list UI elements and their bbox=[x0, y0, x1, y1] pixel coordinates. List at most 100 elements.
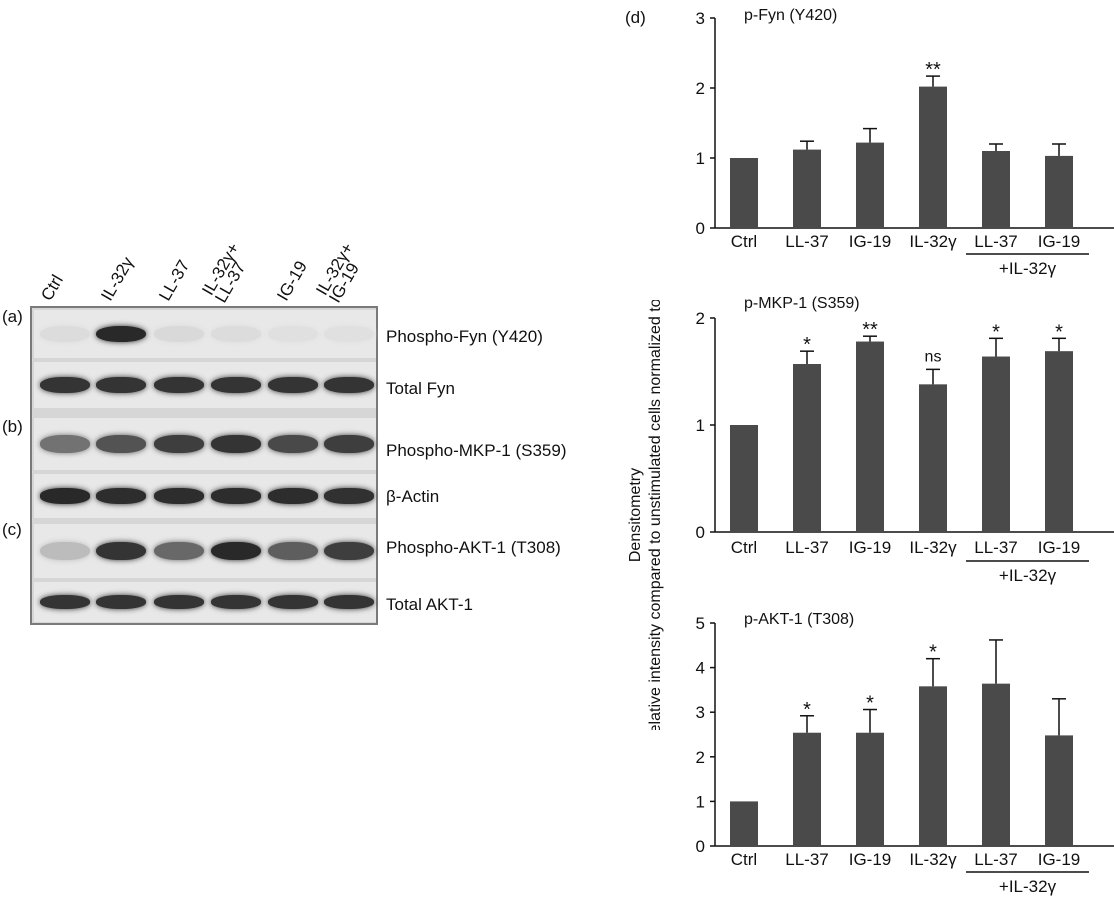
x-tick-label: LL-37 bbox=[974, 538, 1017, 557]
bar bbox=[982, 151, 1010, 228]
x-tick-label: IG-19 bbox=[849, 850, 892, 869]
blot-band bbox=[324, 488, 374, 504]
y-tick-label: 5 bbox=[696, 614, 705, 633]
x-tick-label: IL-32γ bbox=[909, 850, 957, 869]
chart-title: p-MKP-1 (S359) bbox=[744, 295, 860, 312]
x-tick-label: IL-32γ bbox=[909, 538, 957, 557]
x-tick-label: LL-37 bbox=[785, 232, 828, 251]
blot-label-beta-actin: β-Actin bbox=[386, 487, 440, 506]
x-tick-label: IG-19 bbox=[849, 232, 892, 251]
chart-title: p-Fyn (Y420) bbox=[744, 7, 837, 24]
chart-title: p-AKT-1 (T308) bbox=[744, 611, 854, 628]
y-tick-label: 0 bbox=[696, 523, 705, 542]
significance-label: ** bbox=[862, 319, 878, 341]
x-tick-label: Ctrl bbox=[731, 850, 757, 869]
blot-band bbox=[154, 488, 204, 504]
bar bbox=[856, 732, 884, 846]
blot-band bbox=[324, 434, 374, 454]
x-tick-label: LL-37 bbox=[974, 850, 1017, 869]
lane-label: Ctrl bbox=[37, 271, 67, 304]
blot-strip bbox=[34, 310, 376, 358]
x-tick-label: LL-37 bbox=[974, 232, 1017, 251]
blot-band bbox=[268, 325, 318, 343]
lane-label: LL-37 bbox=[155, 256, 194, 304]
blot-label-total-akt1: Total AKT-1 bbox=[386, 595, 473, 614]
blot-band bbox=[40, 488, 90, 504]
lane-label: IL-32γ+ IG-19 bbox=[312, 239, 363, 306]
blot-strip bbox=[34, 524, 376, 578]
y-tick-label: 4 bbox=[696, 659, 705, 678]
panel-tag-c: (c) bbox=[2, 520, 22, 539]
blot-strip bbox=[34, 582, 376, 622]
significance-label: * bbox=[1055, 321, 1063, 343]
blot-label-phospho-mkp1: Phospho-MKP-1 (S359) bbox=[386, 441, 567, 460]
x-tick-label: LL-37 bbox=[785, 850, 828, 869]
bar bbox=[856, 341, 884, 532]
blot-label-total-fyn: Total Fyn bbox=[386, 379, 455, 398]
blot-label-phospho-fyn: Phospho-Fyn (Y420) bbox=[386, 327, 543, 346]
y-axis-label: Densitometry Relative intensity compared… bbox=[627, 300, 664, 730]
lane-label: IG-19 bbox=[273, 257, 311, 304]
blot-band bbox=[40, 376, 90, 394]
blot-band bbox=[268, 595, 318, 609]
blot-band bbox=[96, 541, 146, 561]
bar bbox=[730, 158, 758, 228]
blot-band bbox=[268, 541, 318, 561]
x-tick-label: IL-32γ bbox=[909, 232, 957, 251]
significance-label: * bbox=[992, 321, 1000, 343]
y-tick-label: 2 bbox=[696, 309, 705, 328]
blot-band bbox=[40, 325, 90, 343]
significance-label: ** bbox=[925, 59, 941, 81]
blot-label-phospho-akt1: Phospho-AKT-1 (T308) bbox=[386, 538, 561, 557]
blot-band bbox=[96, 595, 146, 609]
blot-band bbox=[268, 434, 318, 454]
x-tick-label: IG-19 bbox=[849, 538, 892, 557]
significance-label: * bbox=[929, 642, 937, 664]
y-tick-label: 1 bbox=[696, 792, 705, 811]
bar bbox=[919, 686, 947, 846]
blot-band bbox=[211, 595, 261, 609]
bar bbox=[793, 149, 821, 228]
y-tick-label: 0 bbox=[696, 219, 705, 238]
significance-label: ns bbox=[925, 348, 942, 365]
bar bbox=[730, 801, 758, 846]
blot-band bbox=[324, 595, 374, 609]
blot-band bbox=[211, 434, 261, 454]
x-tick-label: IG-19 bbox=[1038, 538, 1081, 557]
blot-band bbox=[268, 488, 318, 504]
blot-band bbox=[96, 488, 146, 504]
y-axis-label-line2: Relative intensity compared to unstimula… bbox=[647, 300, 664, 730]
blot-band bbox=[154, 434, 204, 454]
blot-band bbox=[96, 376, 146, 394]
x-tick-label: IG-19 bbox=[1038, 232, 1081, 251]
bar bbox=[1045, 351, 1073, 532]
blot-strip bbox=[34, 418, 376, 470]
blot-band bbox=[40, 541, 90, 561]
y-tick-label: 3 bbox=[696, 9, 705, 28]
blot-strip bbox=[34, 474, 376, 518]
bar bbox=[730, 425, 758, 532]
blot-band bbox=[211, 541, 261, 561]
bar bbox=[982, 356, 1010, 532]
bar bbox=[793, 364, 821, 532]
blot-band bbox=[324, 541, 374, 561]
blot-band bbox=[154, 595, 204, 609]
y-tick-label: 3 bbox=[696, 703, 705, 722]
blot-band bbox=[211, 325, 261, 343]
significance-label: * bbox=[803, 699, 811, 721]
significance-label: * bbox=[866, 693, 874, 715]
x-tick-label: IG-19 bbox=[1038, 850, 1081, 869]
panel-tag-d: (d) bbox=[625, 8, 646, 27]
bar bbox=[982, 683, 1010, 846]
blot-band bbox=[96, 434, 146, 454]
panel-tag-a: (a) bbox=[2, 307, 23, 326]
blot-strip bbox=[34, 362, 376, 408]
western-blot-image bbox=[30, 306, 378, 625]
y-tick-label: 0 bbox=[696, 837, 705, 856]
blot-band bbox=[154, 376, 204, 394]
lane-label: IL-32γ+ LL-37 bbox=[198, 239, 250, 306]
blot-band bbox=[324, 325, 374, 343]
lane-label: IL-32γ bbox=[97, 253, 138, 304]
y-tick-label: 2 bbox=[696, 748, 705, 767]
blot-band bbox=[96, 325, 146, 343]
